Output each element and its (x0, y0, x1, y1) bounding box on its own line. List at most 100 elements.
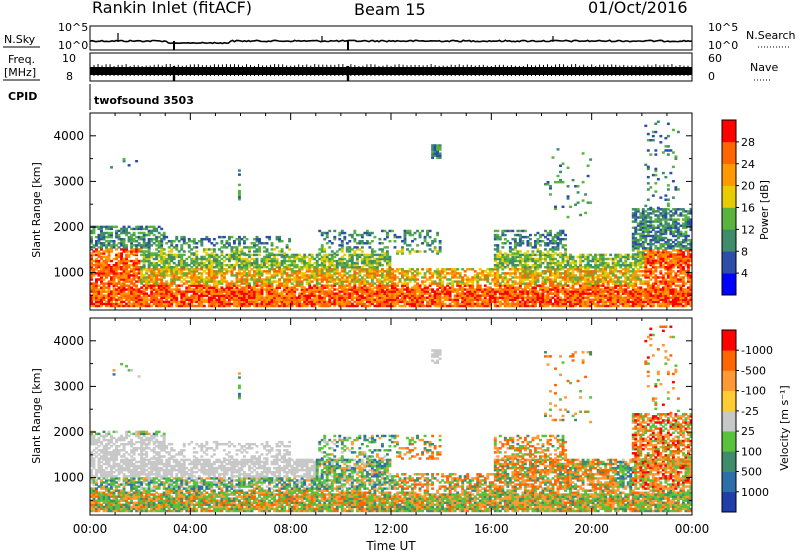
heatmap-cell (190, 266, 193, 268)
heatmap-cell (401, 268, 404, 270)
heatmap-cell (368, 254, 371, 256)
heatmap-cell (373, 299, 376, 301)
heatmap-cell (388, 240, 391, 242)
heatmap-cell (346, 260, 349, 262)
heatmap-cell (203, 238, 206, 240)
heatmap-cell (547, 250, 550, 252)
heatmap-cell (291, 278, 294, 280)
heatmap-cell (288, 238, 291, 240)
heatmap-cell (278, 292, 281, 294)
heatmap-cell (98, 246, 101, 248)
heatmap-cell (286, 260, 289, 262)
heatmap-cell (175, 236, 178, 238)
heatmap-cell (93, 260, 96, 262)
heatmap-cell (318, 252, 321, 254)
heatmap-cell (296, 254, 299, 256)
heatmap-cell (276, 236, 279, 238)
heatmap-cell (526, 264, 529, 266)
heatmap-cell (205, 264, 208, 266)
heatmap-cell (173, 262, 176, 264)
heatmap-cell (276, 246, 279, 248)
heatmap-cell (386, 282, 389, 284)
heatmap-cell (514, 234, 517, 236)
heatmap-cell (303, 287, 306, 289)
heatmap-cell (587, 201, 590, 203)
heatmap-cell (562, 162, 565, 164)
heatmap-cell (193, 268, 196, 270)
heatmap-cell (278, 250, 281, 252)
heatmap-cell (298, 276, 301, 278)
heatmap-cell (205, 272, 208, 274)
heatmap-cell (363, 242, 366, 244)
heatmap-cell (251, 274, 254, 276)
heatmap-cell (148, 299, 151, 301)
heatmap-cell (567, 268, 570, 270)
heatmap-cell (554, 252, 557, 254)
heatmap-cell (399, 305, 402, 307)
heatmap-cell (241, 238, 244, 240)
heatmap-cell (313, 266, 316, 268)
heatmap-cell (268, 264, 271, 266)
heatmap-cell (449, 278, 452, 280)
heatmap-cell (215, 254, 218, 256)
heatmap-cell (529, 242, 532, 244)
heatmap-cell (486, 268, 489, 270)
heatmap-cell (519, 268, 522, 270)
heatmap-cell (188, 297, 191, 299)
heatmap-cell (414, 270, 417, 272)
heatmap-cell (499, 250, 502, 252)
heatmap-cell (165, 242, 168, 244)
heatmap-cell (203, 270, 206, 272)
heatmap-cell (278, 254, 281, 256)
heatmap-cell (115, 282, 118, 284)
heatmap-cell (547, 232, 550, 234)
heatmap-cell (318, 278, 321, 280)
heatmap-cell (158, 278, 161, 280)
heatmap-cell (529, 288, 532, 290)
heatmap-cell (223, 260, 226, 262)
heatmap-cell (143, 250, 146, 252)
heatmap-cell (155, 288, 158, 290)
heatmap-cell (103, 232, 106, 234)
heatmap-cell (356, 254, 359, 256)
heatmap-cell (105, 226, 108, 228)
heatmap-cell (346, 242, 349, 244)
heatmap-cell (559, 179, 562, 181)
station-title: Rankin Inlet (fitACF) (92, 0, 252, 17)
heatmap-cell (429, 288, 432, 290)
heatmap-cell (326, 301, 329, 303)
heatmap-cell (276, 280, 279, 282)
heatmap-cell (524, 301, 527, 303)
heatmap-cell (464, 292, 467, 294)
heatmap-cell (539, 234, 542, 236)
heatmap-cell (414, 284, 417, 286)
heatmap-cell (514, 238, 517, 240)
heatmap-cell (358, 278, 361, 280)
heatmap-cell (311, 287, 314, 289)
heatmap-cell (263, 242, 266, 244)
heatmap-cell (383, 252, 386, 254)
heatmap-cell (459, 280, 462, 282)
heatmap-cell (183, 250, 186, 252)
heatmap-cell (185, 287, 188, 289)
heatmap-cell (278, 278, 281, 280)
heatmap-cell (569, 272, 572, 274)
heatmap-cell (589, 254, 592, 256)
heatmap-cell (301, 256, 304, 258)
heatmap-cell (348, 292, 351, 294)
heatmap-cell (103, 256, 106, 258)
heatmap-cell (271, 248, 274, 250)
heatmap-cell (118, 297, 121, 299)
heatmap-cell (133, 248, 136, 250)
heatmap-cell (416, 250, 419, 252)
heatmap-cell (213, 248, 216, 250)
heatmap-cell (516, 292, 519, 294)
heatmap-cell (383, 284, 386, 286)
heatmap-cell (521, 240, 524, 242)
heatmap-cell (536, 254, 539, 256)
heatmap-cell (160, 234, 163, 236)
heatmap-cell (409, 250, 412, 252)
heatmap-cell (115, 244, 118, 246)
heatmap-cell (542, 262, 545, 264)
heatmap-cell (200, 238, 203, 240)
